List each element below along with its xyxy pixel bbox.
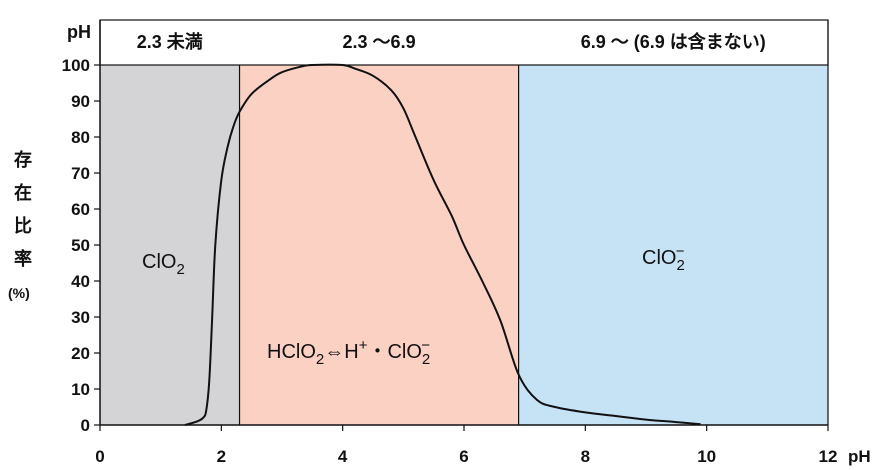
y-tick-label-40: 40 [71,272,90,291]
ylabel-char-3: 比 [14,216,32,236]
x-axis-unit-label: pH [848,447,871,466]
x-tick-label-10: 10 [697,447,716,466]
x-tick-label-8: 8 [581,447,590,466]
series-line-1 [184,63,701,426]
region-header-row: 2.3 未満 2.3 〜6.9 6.9 〜 (6.9 は含まない) [99,19,829,66]
ylabel-unit: (%) [8,285,30,301]
region-band-2 [239,65,519,425]
ylabel-char-4: 率 [14,248,32,269]
header-frame [99,19,829,66]
ylabel-char-1: 存 [14,149,32,170]
header-unit-label: pH [67,22,91,42]
y-tick-label-100: 100 [62,56,90,75]
x-tick-label-6: 6 [459,447,468,466]
y-tick-label-80: 80 [71,128,90,147]
y-tick-label-90: 90 [71,92,90,111]
y-tick-label-30: 30 [71,308,90,327]
axes: 0 10 20 30 40 50 60 70 80 90 100 0 2 4 6 8 10 12 [62,20,838,466]
y-tick-label-0: 0 [81,416,90,435]
species-label-right: ClO2− [642,243,685,274]
y-tick-label-50: 50 [71,236,90,255]
x-tick-label-4: 4 [338,447,348,466]
y-tick-label-60: 60 [71,200,90,219]
x-tick-label-2: 2 [217,447,226,466]
region-header-2: 2.3 〜6.9 [343,32,416,52]
species-label-middle: HClO2⇔H+・ClO2− [267,337,430,368]
region-band-1 [100,65,240,425]
region-header-1: 2.3 未満 [137,31,203,52]
x-tick-label-12: 12 [819,447,838,466]
series-layer [184,63,701,426]
y-tick-label-20: 20 [71,344,90,363]
region-band-3 [518,65,828,425]
y-tick-label-70: 70 [71,164,90,183]
ph-regions [100,20,828,425]
species-label-left: ClO2 [142,251,185,278]
region-header-3: 6.9 〜 (6.9 は含まない) [581,31,766,52]
x-tick-label-0: 0 [95,447,104,466]
ylabel-char-2: 在 [14,182,32,203]
y-tick-label-10: 10 [71,380,90,399]
